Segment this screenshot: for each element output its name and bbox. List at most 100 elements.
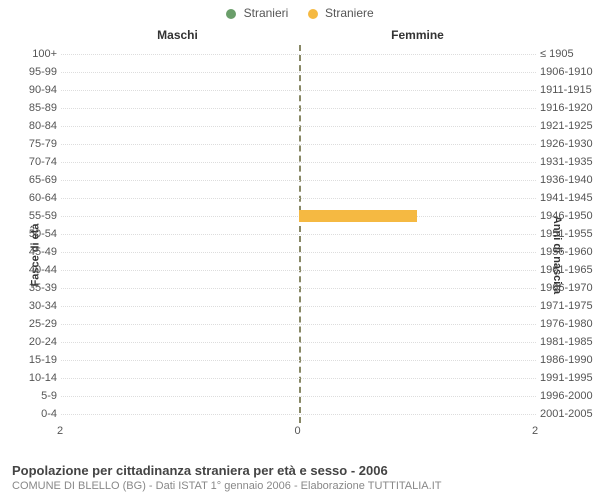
pyramid-row: 75-791926-1930 <box>61 135 536 153</box>
birth-year-tick: 1956-1960 <box>540 246 596 258</box>
pyramid-row: 95-991906-1910 <box>61 63 536 81</box>
birth-year-tick: 1911-1915 <box>540 84 596 96</box>
footer-subtitle: COMUNE DI BLELLO (BG) - Dati ISTAT 1° ge… <box>12 480 588 492</box>
gridline <box>61 414 536 415</box>
birth-year-tick: 1931-1935 <box>540 156 596 168</box>
birth-year-tick: 1976-1980 <box>540 318 596 330</box>
age-tick: 20-24 <box>13 336 57 348</box>
birth-year-tick: 1906-1910 <box>540 66 596 78</box>
age-tick: 30-34 <box>13 300 57 312</box>
age-tick: 65-69 <box>13 174 57 186</box>
age-tick: 50-54 <box>13 228 57 240</box>
legend-label-female: Straniere <box>325 6 374 20</box>
x-axis: 2 0 2 <box>60 423 535 443</box>
age-tick: 85-89 <box>13 102 57 114</box>
birth-year-tick: 1936-1940 <box>540 174 596 186</box>
gridline <box>61 108 536 109</box>
pyramid-row: 85-891916-1920 <box>61 99 536 117</box>
footer: Popolazione per cittadinanza straniera p… <box>12 463 588 492</box>
pyramid-row: 65-691936-1940 <box>61 171 536 189</box>
birth-year-tick: 1961-1965 <box>540 264 596 276</box>
age-tick: 95-99 <box>13 66 57 78</box>
legend-label-male: Stranieri <box>244 6 289 20</box>
gridline <box>61 198 536 199</box>
birth-year-tick: 1991-1995 <box>540 372 596 384</box>
gridline <box>61 72 536 73</box>
birth-year-tick: 1986-1990 <box>540 354 596 366</box>
age-tick: 100+ <box>13 48 57 60</box>
x-tick-center: 0 <box>294 425 300 437</box>
gridline <box>61 162 536 163</box>
age-tick: 80-84 <box>13 120 57 132</box>
pyramid-row: 50-541951-1955 <box>61 225 536 243</box>
age-tick: 5-9 <box>13 390 57 402</box>
age-tick: 75-79 <box>13 138 57 150</box>
pyramid-row: 55-591946-1950 <box>61 207 536 225</box>
birth-year-tick: 1996-2000 <box>540 390 596 402</box>
gridline <box>61 378 536 379</box>
pyramid-row: 40-441961-1965 <box>61 261 536 279</box>
gridline <box>61 396 536 397</box>
age-tick: 10-14 <box>13 372 57 384</box>
gridline <box>61 306 536 307</box>
x-tick-left-max: 2 <box>57 425 63 437</box>
gridline <box>61 324 536 325</box>
gridline <box>61 180 536 181</box>
birth-year-tick: 1966-1970 <box>540 282 596 294</box>
gridline <box>61 360 536 361</box>
birth-year-tick: ≤ 1905 <box>540 48 596 60</box>
plot-area: 100+≤ 190595-991906-191090-941911-191585… <box>60 45 536 423</box>
legend-dot-male-icon <box>226 9 236 19</box>
gridline <box>61 234 536 235</box>
birth-year-tick: 1951-1955 <box>540 228 596 240</box>
legend: Stranieri Straniere <box>0 6 600 20</box>
birth-year-tick: 1971-1975 <box>540 300 596 312</box>
gridline <box>61 54 536 55</box>
birth-year-tick: 1921-1925 <box>540 120 596 132</box>
age-tick: 40-44 <box>13 264 57 276</box>
chart-area: Fasce di età Anni di nascita 100+≤ 19059… <box>0 45 600 445</box>
birth-year-tick: 1981-1985 <box>540 336 596 348</box>
pyramid-row: 5-91996-2000 <box>61 387 536 405</box>
pyramid-row: 30-341971-1975 <box>61 297 536 315</box>
panel-title-male: Maschi <box>60 28 295 42</box>
pyramid-row: 20-241981-1985 <box>61 333 536 351</box>
gridline <box>61 288 536 289</box>
birth-year-tick: 1926-1930 <box>540 138 596 150</box>
gridline <box>61 90 536 91</box>
birth-year-tick: 1946-1950 <box>540 210 596 222</box>
pyramid-row: 15-191986-1990 <box>61 351 536 369</box>
pyramid-row: 0-42001-2005 <box>61 405 536 423</box>
panel-title-female: Femmine <box>300 28 535 42</box>
pyramid-row: 35-391966-1970 <box>61 279 536 297</box>
gridline <box>61 144 536 145</box>
age-tick: 70-74 <box>13 156 57 168</box>
age-tick: 60-64 <box>13 192 57 204</box>
age-tick: 15-19 <box>13 354 57 366</box>
age-tick: 0-4 <box>13 408 57 420</box>
bar-female <box>299 210 418 222</box>
pyramid-row: 70-741931-1935 <box>61 153 536 171</box>
birth-year-tick: 1916-1920 <box>540 102 596 114</box>
gridline <box>61 270 536 271</box>
gridline <box>61 126 536 127</box>
pyramid-row: 90-941911-1915 <box>61 81 536 99</box>
legend-item-male: Stranieri <box>226 6 288 20</box>
x-tick-right-max: 2 <box>532 425 538 437</box>
pyramid-row: 80-841921-1925 <box>61 117 536 135</box>
footer-title: Popolazione per cittadinanza straniera p… <box>12 463 588 478</box>
age-tick: 55-59 <box>13 210 57 222</box>
age-tick: 35-39 <box>13 282 57 294</box>
gridline <box>61 342 536 343</box>
pyramid-row: 100+≤ 1905 <box>61 45 536 63</box>
age-tick: 90-94 <box>13 84 57 96</box>
chart-container: Stranieri Straniere Maschi Femmine Fasce… <box>0 0 600 500</box>
legend-dot-female-icon <box>308 9 318 19</box>
gridline <box>61 252 536 253</box>
age-tick: 45-49 <box>13 246 57 258</box>
pyramid-row: 10-141991-1995 <box>61 369 536 387</box>
birth-year-tick: 2001-2005 <box>540 408 596 420</box>
birth-year-tick: 1941-1945 <box>540 192 596 204</box>
legend-item-female: Straniere <box>308 6 374 20</box>
age-tick: 25-29 <box>13 318 57 330</box>
